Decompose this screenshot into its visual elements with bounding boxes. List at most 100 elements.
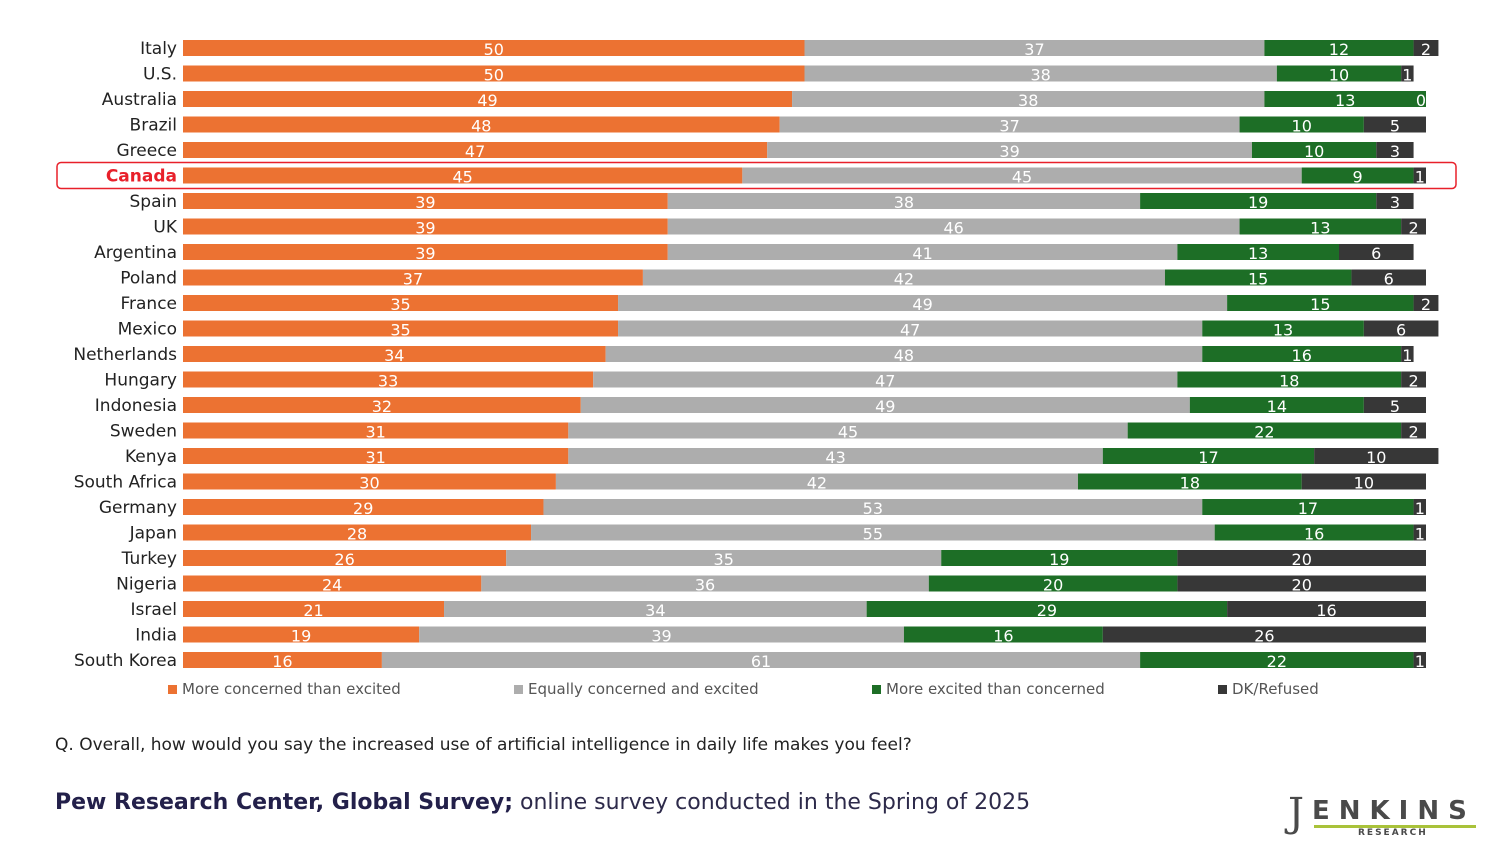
- country-label: Germany: [99, 498, 177, 518]
- data-label: 49: [477, 91, 497, 110]
- data-label: 24: [322, 576, 342, 595]
- data-label: 16: [1316, 601, 1336, 620]
- bar-segment-dk: [1401, 65, 1414, 82]
- bar-segment-concerned: [183, 218, 668, 235]
- data-label: 16: [272, 652, 292, 671]
- data-label: 32: [372, 397, 392, 416]
- bar-segment-excited: [1164, 269, 1352, 286]
- data-label: 37: [999, 117, 1019, 136]
- bar-segment-excited: [903, 626, 1103, 643]
- bar-segment-equal: [543, 499, 1203, 515]
- data-label: 41: [912, 244, 932, 263]
- bar-segment-excited: [1264, 40, 1414, 56]
- bar-segment-equal: [419, 626, 904, 643]
- country-label: U.S.: [143, 65, 177, 85]
- bar-segment-equal: [804, 65, 1277, 82]
- bar-segment-dk: [1413, 295, 1439, 311]
- data-label: 2: [1421, 40, 1431, 59]
- data-label: 45: [838, 423, 858, 442]
- data-label: 49: [875, 397, 895, 416]
- data-label: 21: [303, 601, 323, 620]
- country-label: Hungary: [104, 371, 177, 391]
- legend-item-equal: Equally concerned and excited: [514, 680, 759, 698]
- data-label: 10: [1366, 448, 1386, 467]
- country-label: Greece: [116, 141, 177, 161]
- legend-item-concerned: More concerned than excited: [168, 680, 401, 698]
- bar-segment-equal: [381, 652, 1141, 668]
- data-label: 55: [863, 525, 883, 544]
- source-organization: Pew Research Center, Global Survey;: [55, 790, 514, 815]
- highlight-box: [56, 161, 1457, 190]
- bar-segment-excited: [1239, 116, 1364, 133]
- data-label: 15: [1310, 295, 1330, 314]
- data-label: 3: [1390, 193, 1400, 212]
- bar-segment-equal: [792, 91, 1265, 107]
- country-label: India: [135, 626, 177, 646]
- data-label: 1: [1415, 652, 1425, 671]
- data-label: 2: [1408, 372, 1418, 391]
- bar-segment-excited: [1202, 346, 1402, 362]
- country-label: Argentina: [94, 243, 177, 263]
- data-label: 36: [695, 576, 715, 595]
- country-label: Nigeria: [116, 575, 177, 595]
- bar-segment-equal: [481, 575, 929, 592]
- bar-segment-equal: [767, 142, 1252, 158]
- legend-swatch-excited: [872, 684, 881, 694]
- data-label: 29: [1037, 601, 1057, 620]
- bar-segment-excited: [1276, 65, 1402, 82]
- data-label: 5: [1390, 117, 1400, 136]
- bar-segment-equal: [779, 116, 1240, 133]
- data-label: 20: [1292, 576, 1312, 595]
- data-label: 35: [390, 321, 410, 340]
- data-label: 39: [651, 627, 671, 646]
- bar-segment-excited: [928, 575, 1178, 592]
- data-label: 39: [415, 193, 435, 212]
- data-label: 39: [415, 244, 435, 263]
- country-label: Japan: [129, 524, 177, 544]
- bar-segment-dk: [1314, 448, 1439, 464]
- data-label: 0: [1416, 91, 1426, 110]
- chart-legend: More concerned than excited Equally conc…: [168, 680, 1428, 700]
- data-label: 35: [714, 550, 734, 569]
- bar-segment-equal: [618, 320, 1203, 337]
- bar-segment-dk: [1413, 499, 1426, 515]
- bar-segment-equal: [742, 167, 1302, 184]
- legend-item-excited: More excited than concerned: [872, 680, 1105, 698]
- bar-segment-equal: [506, 550, 942, 566]
- bar-segment-dk: [1227, 601, 1426, 617]
- logo-mark: J: [1288, 790, 1305, 836]
- data-label: 31: [365, 423, 385, 442]
- survey-question: Q. Overall, how would you say the increa…: [55, 735, 912, 755]
- bar-segment-excited: [1202, 499, 1414, 515]
- country-label: Turkey: [121, 549, 177, 569]
- country-label: Australia: [102, 90, 177, 110]
- data-label: 39: [415, 219, 435, 238]
- logo-wordmark: ENKINS: [1312, 796, 1476, 826]
- data-label: 1: [1402, 66, 1412, 85]
- data-label: 47: [875, 372, 895, 391]
- data-label: 28: [347, 525, 367, 544]
- bar-segment-concerned: [183, 575, 482, 592]
- data-label: 37: [1024, 40, 1044, 59]
- bar-segment-excited: [1102, 448, 1315, 464]
- bar-segment-dk: [1376, 193, 1414, 209]
- bar-segment-excited: [1251, 142, 1377, 158]
- data-label: 6: [1384, 270, 1394, 289]
- data-label: 15: [1248, 270, 1268, 289]
- data-label: 35: [390, 295, 410, 314]
- data-label: 34: [384, 346, 404, 365]
- bar-segment-excited: [1301, 167, 1414, 184]
- bar-segment-equal: [667, 193, 1141, 209]
- data-label: 39: [999, 142, 1019, 161]
- bar-segment-concerned: [183, 295, 619, 311]
- country-label: South Korea: [74, 651, 177, 671]
- data-label: 50: [484, 66, 504, 85]
- bar-segment-dk: [1363, 397, 1426, 413]
- bar-segment-concerned: [183, 422, 569, 439]
- data-label: 38: [894, 193, 914, 212]
- bar-segment-excited: [1214, 524, 1414, 541]
- bar-segment-concerned: [183, 626, 420, 643]
- data-label: 49: [912, 295, 932, 314]
- data-label: 10: [1329, 66, 1349, 85]
- bar-segment-equal: [444, 601, 867, 617]
